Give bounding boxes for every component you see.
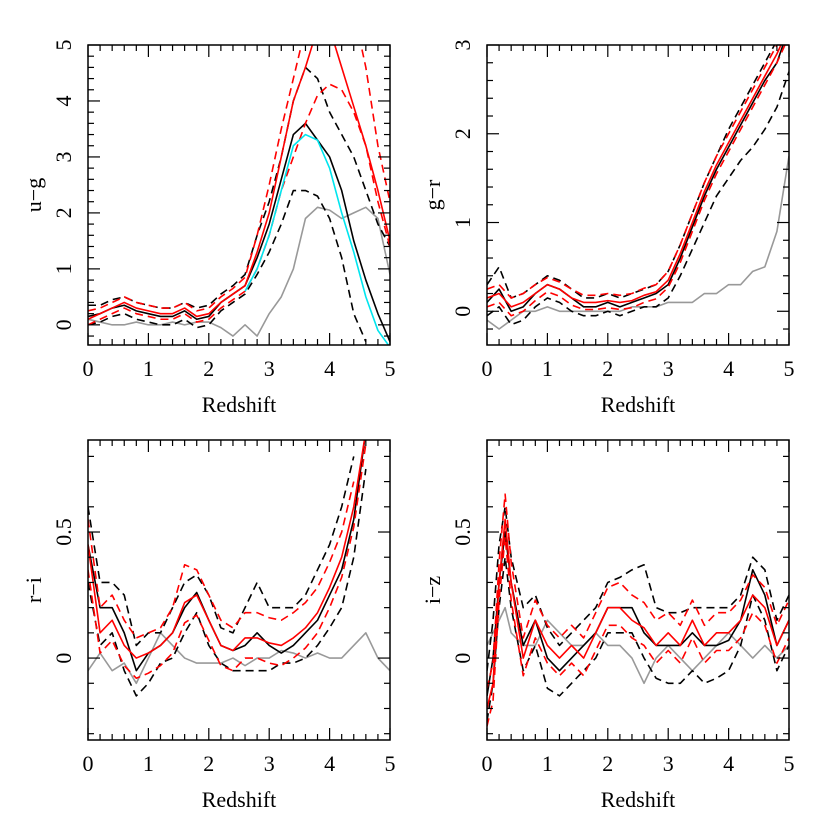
series-line bbox=[88, 481, 355, 639]
series-line bbox=[88, 443, 367, 680]
y-tick-label: 0 bbox=[51, 653, 76, 664]
y-tick-label: 0 bbox=[51, 319, 76, 330]
panel: 0 1 2 3 4 5 0 0.5 Redshift i−z bbox=[420, 439, 795, 812]
x-tick-label: 1 bbox=[143, 751, 154, 776]
x-tick-label: 3 bbox=[264, 751, 275, 776]
x-axis-label: Redshift bbox=[601, 787, 676, 812]
y-tick-label: 3 bbox=[450, 40, 475, 51]
x-tick-label: 4 bbox=[324, 356, 335, 381]
x-axis-label: Redshift bbox=[601, 392, 676, 417]
series-line bbox=[88, 468, 367, 697]
y-tick-label: 5 bbox=[51, 40, 76, 51]
y-tick-label: 2 bbox=[51, 207, 76, 218]
series-line bbox=[487, 155, 789, 330]
x-tick-label: 2 bbox=[203, 356, 214, 381]
series-line bbox=[487, 536, 789, 727]
x-tick-label: 0 bbox=[482, 356, 493, 381]
y-axis-label: i−z bbox=[420, 576, 445, 605]
x-tick-label: 1 bbox=[542, 751, 553, 776]
x-axis-label: Redshift bbox=[202, 787, 277, 812]
x-tick-label: 4 bbox=[324, 751, 335, 776]
series-line bbox=[88, 45, 390, 312]
x-tick-label: 0 bbox=[83, 356, 94, 381]
x-tick-label: 2 bbox=[203, 751, 214, 776]
y-tick-label: 3 bbox=[51, 151, 76, 162]
x-tick-label: 4 bbox=[723, 356, 734, 381]
series-line bbox=[487, 493, 789, 689]
series-line bbox=[88, 632, 390, 685]
y-tick-label: 0 bbox=[450, 306, 475, 317]
series-line bbox=[88, 440, 366, 659]
x-tick-label: 3 bbox=[663, 356, 674, 381]
x-tick-label: 5 bbox=[784, 356, 795, 381]
x-tick-label: 1 bbox=[542, 356, 553, 381]
series-line bbox=[244, 133, 390, 345]
y-tick-label: 0.5 bbox=[51, 518, 76, 546]
series-line bbox=[487, 45, 782, 308]
x-tick-label: 0 bbox=[83, 751, 94, 776]
plot-frame bbox=[87, 439, 391, 741]
series-line bbox=[88, 189, 367, 342]
panel: 0 1 2 3 4 5 0 1 2 3 Redshift g−r bbox=[420, 40, 795, 418]
y-axis-label: g−r bbox=[420, 179, 445, 210]
series-line bbox=[487, 556, 789, 722]
x-tick-label: 2 bbox=[602, 751, 613, 776]
y-axis-label: u−g bbox=[21, 178, 46, 212]
series-line bbox=[487, 71, 789, 326]
series-line bbox=[487, 45, 776, 299]
x-tick-label: 5 bbox=[784, 751, 795, 776]
y-tick-label: 1 bbox=[51, 263, 76, 274]
plot-frame bbox=[486, 439, 790, 741]
series-line bbox=[487, 506, 789, 671]
x-tick-label: 2 bbox=[602, 356, 613, 381]
y-tick-label: 2 bbox=[450, 128, 475, 139]
lines bbox=[487, 45, 789, 330]
x-axis-label: Redshift bbox=[202, 392, 277, 417]
x-tick-label: 1 bbox=[143, 356, 154, 381]
y-tick-label: 0 bbox=[450, 653, 475, 664]
series-line bbox=[88, 45, 390, 320]
lines bbox=[88, 440, 390, 697]
y-tick-label: 0.5 bbox=[450, 518, 475, 546]
x-tick-label: 4 bbox=[723, 751, 734, 776]
y-axis-label: r−i bbox=[21, 577, 46, 603]
plot-frame bbox=[87, 44, 391, 346]
panel: 0 1 2 3 4 5 0 1 2 3 4 5 Redshift u−g bbox=[21, 40, 396, 418]
lines bbox=[487, 493, 789, 727]
x-tick-label: 3 bbox=[663, 751, 674, 776]
x-tick-label: 5 bbox=[385, 356, 396, 381]
series-line bbox=[487, 518, 789, 709]
lines bbox=[88, 45, 390, 345]
series-line bbox=[88, 83, 390, 326]
series-line bbox=[487, 45, 778, 299]
plot-frame bbox=[486, 44, 790, 346]
series-line bbox=[88, 206, 390, 337]
series-line bbox=[88, 456, 355, 647]
x-tick-label: 3 bbox=[264, 356, 275, 381]
y-tick-label: 1 bbox=[450, 217, 475, 228]
series-line bbox=[88, 122, 390, 342]
series-line bbox=[487, 531, 789, 697]
y-tick-label: 4 bbox=[51, 95, 76, 106]
series-line bbox=[487, 45, 786, 317]
x-tick-label: 0 bbox=[482, 751, 493, 776]
panel: 0 1 2 3 4 5 0 0.5 Redshift r−i bbox=[21, 439, 396, 812]
series-line bbox=[487, 45, 784, 313]
x-tick-label: 5 bbox=[385, 751, 396, 776]
